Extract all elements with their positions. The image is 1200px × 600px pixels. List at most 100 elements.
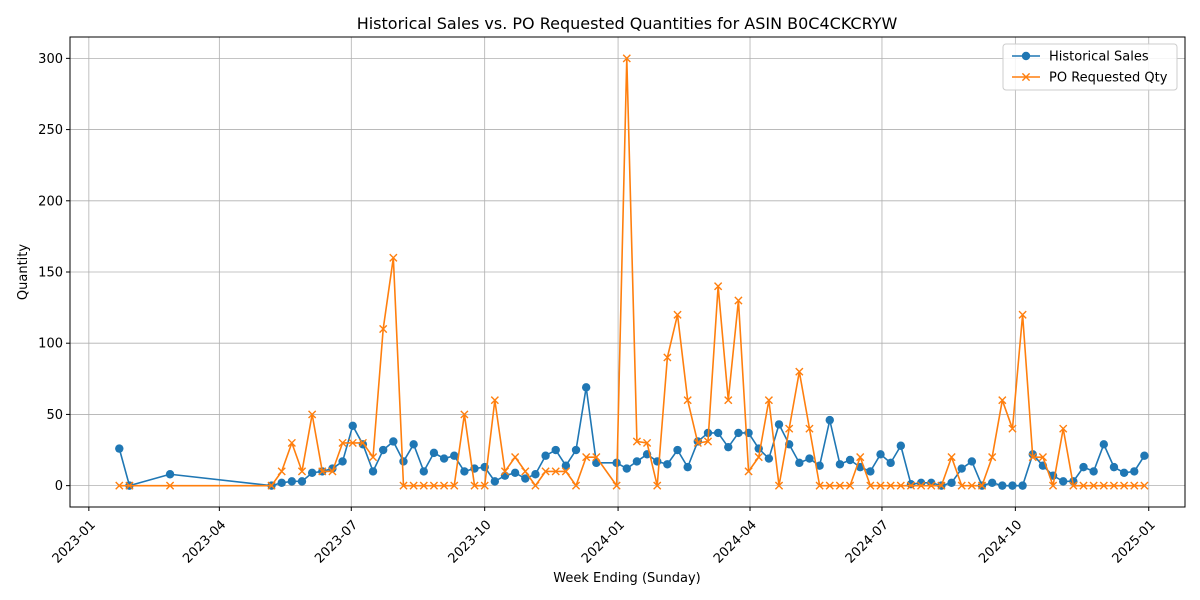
data-point [115,444,124,453]
data-point [267,481,276,490]
data-point [632,457,642,466]
data-point [1089,481,1098,490]
data-point [957,464,966,473]
y-axis-ticks: 0 50 100 150 200 250 300 [38,52,70,494]
data-point [998,396,1007,405]
data-point [896,441,906,450]
data-point [764,396,773,405]
data-point [866,467,875,476]
data-point [389,253,398,262]
legend-items: Historical Sales PO Requested Qty [1012,50,1168,86]
data-point [1079,462,1088,472]
data-point [297,477,307,486]
data-point [379,324,388,334]
data-point [1018,310,1027,319]
data-point [419,467,428,476]
y-tick-label: 250 [38,123,63,138]
data-point [1109,481,1119,490]
series-1 [115,54,1149,490]
legend-label: PO Requested Qty [1049,71,1168,86]
data-point [825,415,834,425]
data-point [967,481,976,490]
data-point [856,453,865,462]
data-point [724,396,733,405]
data-point [876,481,885,490]
data-point [703,437,713,446]
data-point [541,467,550,476]
y-tick-label: 100 [38,337,63,352]
data-point [876,450,885,459]
data-point [845,481,855,490]
data-point [663,460,672,469]
data-point [927,481,936,490]
data-point [724,442,733,452]
y-tick-label: 0 [55,479,63,494]
data-point [673,310,682,319]
data-point [450,481,459,490]
data-point [988,453,997,462]
data-point [348,438,357,448]
data-point [734,296,743,305]
data-point [795,367,804,376]
data-point [429,481,439,490]
data-point [368,467,378,476]
data-point [1028,453,1037,462]
y-tick-label: 200 [38,194,63,209]
data-point [622,54,631,63]
data-point [896,481,905,490]
data-point [744,467,753,476]
data-point [165,481,175,490]
data-point [967,457,977,466]
data-point [531,470,540,479]
data-point [571,445,581,455]
data-point [582,453,591,462]
data-point [500,471,510,480]
legend-marker [1021,72,1031,82]
data-point [378,445,388,455]
data-point [977,481,987,490]
data-point [1119,468,1129,478]
data-point [1140,481,1149,490]
data-point [642,438,652,448]
data-point [713,428,723,438]
data-point [886,481,895,490]
data-point [906,481,916,490]
data-point [663,353,672,362]
data-point [307,468,317,478]
data-point [460,467,469,476]
data-point [754,453,763,462]
data-point [500,467,510,476]
data-point [754,444,763,453]
data-point [521,467,530,476]
data-point [308,410,317,419]
data-point [1008,481,1017,490]
data-point [511,453,520,462]
data-point [947,478,956,487]
data-point [957,481,966,490]
data-point [348,421,357,431]
data-point [1008,424,1017,433]
data-point [521,474,530,483]
data-point [906,480,916,489]
data-point [774,420,784,429]
y-tick-label: 50 [46,408,63,423]
data-point [1018,481,1027,490]
data-point [460,410,469,419]
data-point [673,445,682,455]
data-point [825,481,834,490]
data-point [815,461,824,470]
data-point [531,481,540,490]
data-point [277,478,286,487]
y-axis-label: Quantity [16,244,31,300]
data-point [429,448,439,458]
data-point [490,396,499,405]
data-point [399,481,408,490]
data-point [561,467,570,476]
data-point [1069,481,1078,490]
data-point [987,478,997,487]
data-point [287,477,297,486]
legend-marker [1021,51,1031,61]
legend-entry: Historical Sales [1012,50,1149,65]
data-point [328,467,337,476]
data-point [815,481,824,490]
